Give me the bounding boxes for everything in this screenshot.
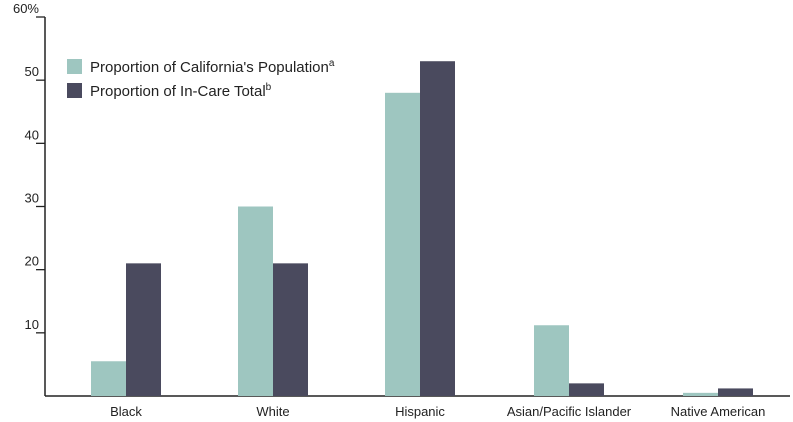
bar-in-care-asian-pacific-islander	[569, 383, 604, 396]
legend-swatch	[67, 83, 82, 98]
bar-population-asian-pacific-islander	[534, 325, 569, 396]
x-category-label: Asian/Pacific Islander	[507, 404, 632, 419]
x-category-label: White	[256, 404, 289, 419]
legend-series-name: Proportion of In-Care Total	[90, 83, 266, 100]
x-category-label: Black	[110, 404, 142, 419]
bar-population-white	[238, 206, 273, 396]
legend-footnote-marker: a	[329, 58, 335, 69]
bar-in-care-hispanic	[420, 61, 455, 396]
x-category-label: Native American	[671, 404, 766, 419]
x-category-label: Hispanic	[395, 404, 445, 419]
legend-footnote-marker: b	[266, 82, 272, 93]
bar-population-black	[91, 361, 126, 396]
y-tick-label: 10	[25, 317, 39, 332]
legend-swatch	[67, 59, 82, 74]
legend-series-name: Proportion of California's Population	[90, 59, 329, 76]
bars	[91, 61, 753, 397]
legend-label: Proportion of California's Populationa	[90, 58, 335, 76]
bar-in-care-black	[126, 263, 161, 396]
bar-in-care-native-american	[718, 388, 753, 396]
legend: Proportion of California's PopulationaPr…	[67, 58, 335, 100]
bar-in-care-white	[273, 263, 308, 396]
y-axis-ticks: 10 20 30 40 50 60%	[13, 1, 45, 334]
y-tick-label: 40	[25, 127, 39, 142]
y-tick-label: 60%	[13, 1, 39, 16]
bar-population-hispanic	[385, 92, 420, 397]
bar-population-native-american	[683, 392, 718, 396]
y-tick-label: 30	[25, 191, 39, 206]
legend-label: Proportion of In-Care Totalb	[90, 82, 272, 100]
y-tick-label: 50	[25, 64, 39, 79]
y-tick-label: 20	[25, 254, 39, 269]
x-axis-labels: Black White Hispanic Asian/Pacific Islander…	[110, 404, 765, 419]
